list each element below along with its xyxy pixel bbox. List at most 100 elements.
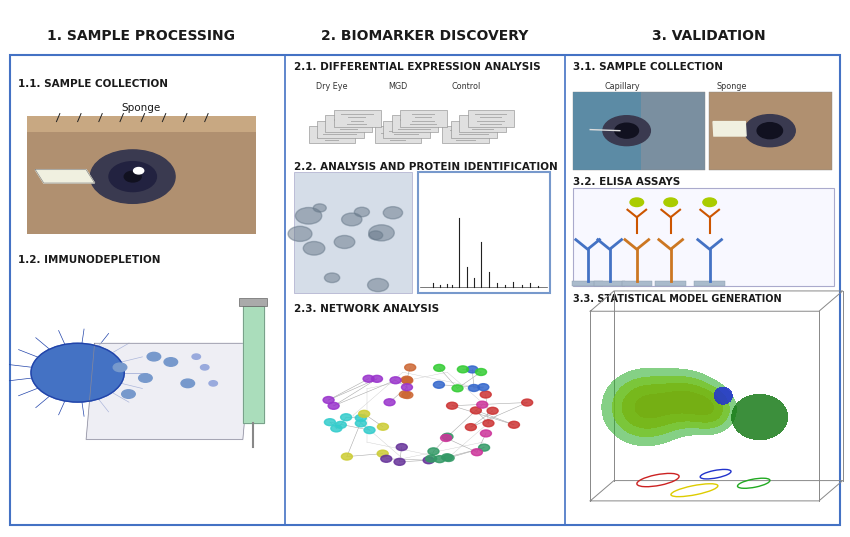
Text: 1.1. SAMPLE COLLECTION: 1.1. SAMPLE COLLECTION xyxy=(19,79,168,89)
Circle shape xyxy=(477,401,488,408)
Bar xyxy=(400,110,446,127)
Bar xyxy=(469,122,496,124)
Bar xyxy=(389,140,406,141)
Circle shape xyxy=(487,407,498,414)
Bar xyxy=(325,140,338,141)
Circle shape xyxy=(377,423,388,430)
Circle shape xyxy=(323,396,334,403)
Bar xyxy=(341,114,374,115)
Text: 500 µl: 500 µl xyxy=(243,378,263,383)
Circle shape xyxy=(428,448,439,455)
Text: Capillary: Capillary xyxy=(604,82,640,91)
Circle shape xyxy=(354,207,370,217)
Bar xyxy=(573,92,705,170)
Circle shape xyxy=(396,444,407,451)
Circle shape xyxy=(664,198,677,207)
Text: 2. BIOMARKER DISCOVERY: 2. BIOMARKER DISCOVERY xyxy=(321,29,529,43)
Bar xyxy=(407,126,422,127)
Circle shape xyxy=(181,379,195,388)
Bar xyxy=(477,120,505,121)
Bar xyxy=(394,125,418,126)
Text: Sponge: Sponge xyxy=(122,103,161,113)
Circle shape xyxy=(400,391,411,398)
Circle shape xyxy=(468,384,479,391)
Bar xyxy=(394,134,419,135)
Bar xyxy=(381,133,415,134)
Bar xyxy=(403,122,427,124)
Bar xyxy=(389,131,423,132)
Bar xyxy=(334,110,381,127)
Circle shape xyxy=(381,455,392,462)
Circle shape xyxy=(90,150,175,204)
Circle shape xyxy=(480,430,491,437)
Circle shape xyxy=(426,455,437,462)
Bar xyxy=(392,115,438,132)
Bar xyxy=(320,133,343,134)
Circle shape xyxy=(452,385,463,392)
Bar xyxy=(694,281,725,286)
Circle shape xyxy=(442,433,453,440)
Circle shape xyxy=(405,364,416,371)
Circle shape xyxy=(288,226,312,242)
Bar xyxy=(387,136,409,137)
Bar xyxy=(317,120,364,137)
Bar xyxy=(294,172,412,293)
Circle shape xyxy=(615,123,638,138)
Circle shape xyxy=(401,376,412,383)
Circle shape xyxy=(508,422,519,428)
Circle shape xyxy=(603,115,650,146)
Circle shape xyxy=(139,374,152,382)
Bar xyxy=(410,124,437,125)
Circle shape xyxy=(113,363,127,372)
Circle shape xyxy=(394,459,405,466)
Bar xyxy=(456,140,476,141)
Bar xyxy=(333,119,364,120)
Bar xyxy=(462,128,487,129)
Bar xyxy=(27,116,256,132)
Circle shape xyxy=(402,391,413,398)
Bar xyxy=(465,125,483,126)
Bar xyxy=(459,115,506,132)
Circle shape xyxy=(457,366,468,373)
Bar xyxy=(468,110,514,127)
Polygon shape xyxy=(86,343,252,439)
Bar xyxy=(400,119,429,120)
Text: 3.3. STATISTICAL MODEL GENERATION: 3.3. STATISTICAL MODEL GENERATION xyxy=(573,294,782,304)
Bar xyxy=(472,129,494,130)
Circle shape xyxy=(440,434,451,441)
Circle shape xyxy=(328,402,339,409)
Bar xyxy=(411,114,435,115)
Polygon shape xyxy=(243,306,264,423)
Circle shape xyxy=(192,354,201,359)
Bar xyxy=(383,120,429,137)
Circle shape xyxy=(355,420,366,427)
Bar xyxy=(340,129,358,130)
Circle shape xyxy=(630,198,643,207)
Circle shape xyxy=(342,213,362,226)
Circle shape xyxy=(423,457,434,464)
Circle shape xyxy=(467,366,478,373)
Bar xyxy=(465,131,484,132)
Circle shape xyxy=(483,420,494,427)
Circle shape xyxy=(369,231,382,240)
Bar xyxy=(318,130,346,131)
Bar xyxy=(323,134,358,135)
Circle shape xyxy=(377,450,388,457)
Bar xyxy=(335,122,362,124)
Polygon shape xyxy=(36,170,94,183)
Bar xyxy=(27,116,256,234)
Text: 2.2. ANALYSIS AND PROTEIN IDENTIFICATION: 2.2. ANALYSIS AND PROTEIN IDENTIFICATION xyxy=(294,162,558,172)
Circle shape xyxy=(334,236,354,249)
Bar xyxy=(399,129,431,130)
Circle shape xyxy=(443,454,454,461)
Bar xyxy=(450,130,481,131)
Text: Dry Eye: Dry Eye xyxy=(316,82,348,91)
Circle shape xyxy=(201,365,209,370)
Text: MGD: MGD xyxy=(388,82,407,91)
Circle shape xyxy=(465,424,476,431)
Bar xyxy=(473,119,493,120)
Bar xyxy=(459,134,489,135)
Text: 1.2. IMMUNODEPLETION: 1.2. IMMUNODEPLETION xyxy=(19,256,161,265)
Bar xyxy=(326,115,372,132)
Bar xyxy=(328,131,353,132)
